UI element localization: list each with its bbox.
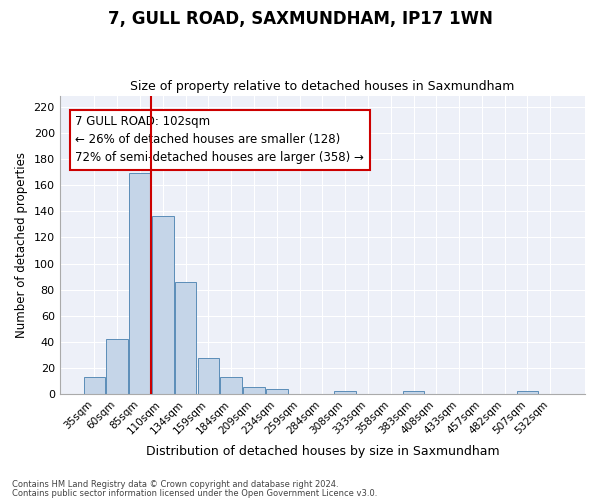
Bar [175, 282, 196, 395]
Bar [220, 378, 242, 394]
Y-axis label: Number of detached properties: Number of detached properties [15, 152, 28, 338]
Title: Size of property relative to detached houses in Saxmundham: Size of property relative to detached ho… [130, 80, 515, 94]
Bar [243, 386, 265, 394]
Text: 7, GULL ROAD, SAXMUNDHAM, IP17 1WN: 7, GULL ROAD, SAXMUNDHAM, IP17 1WN [107, 10, 493, 28]
Text: Contains public sector information licensed under the Open Government Licence v3: Contains public sector information licen… [12, 488, 377, 498]
Bar [152, 216, 173, 394]
Text: 7 GULL ROAD: 102sqm
← 26% of detached houses are smaller (128)
72% of semi-detac: 7 GULL ROAD: 102sqm ← 26% of detached ho… [76, 116, 364, 164]
Bar [106, 340, 128, 394]
Bar [517, 390, 538, 394]
Bar [334, 390, 356, 394]
Bar [197, 358, 219, 395]
Bar [403, 390, 424, 394]
X-axis label: Distribution of detached houses by size in Saxmundham: Distribution of detached houses by size … [146, 444, 499, 458]
Bar [129, 174, 151, 394]
Bar [83, 378, 105, 394]
Text: Contains HM Land Registry data © Crown copyright and database right 2024.: Contains HM Land Registry data © Crown c… [12, 480, 338, 489]
Bar [266, 389, 287, 394]
